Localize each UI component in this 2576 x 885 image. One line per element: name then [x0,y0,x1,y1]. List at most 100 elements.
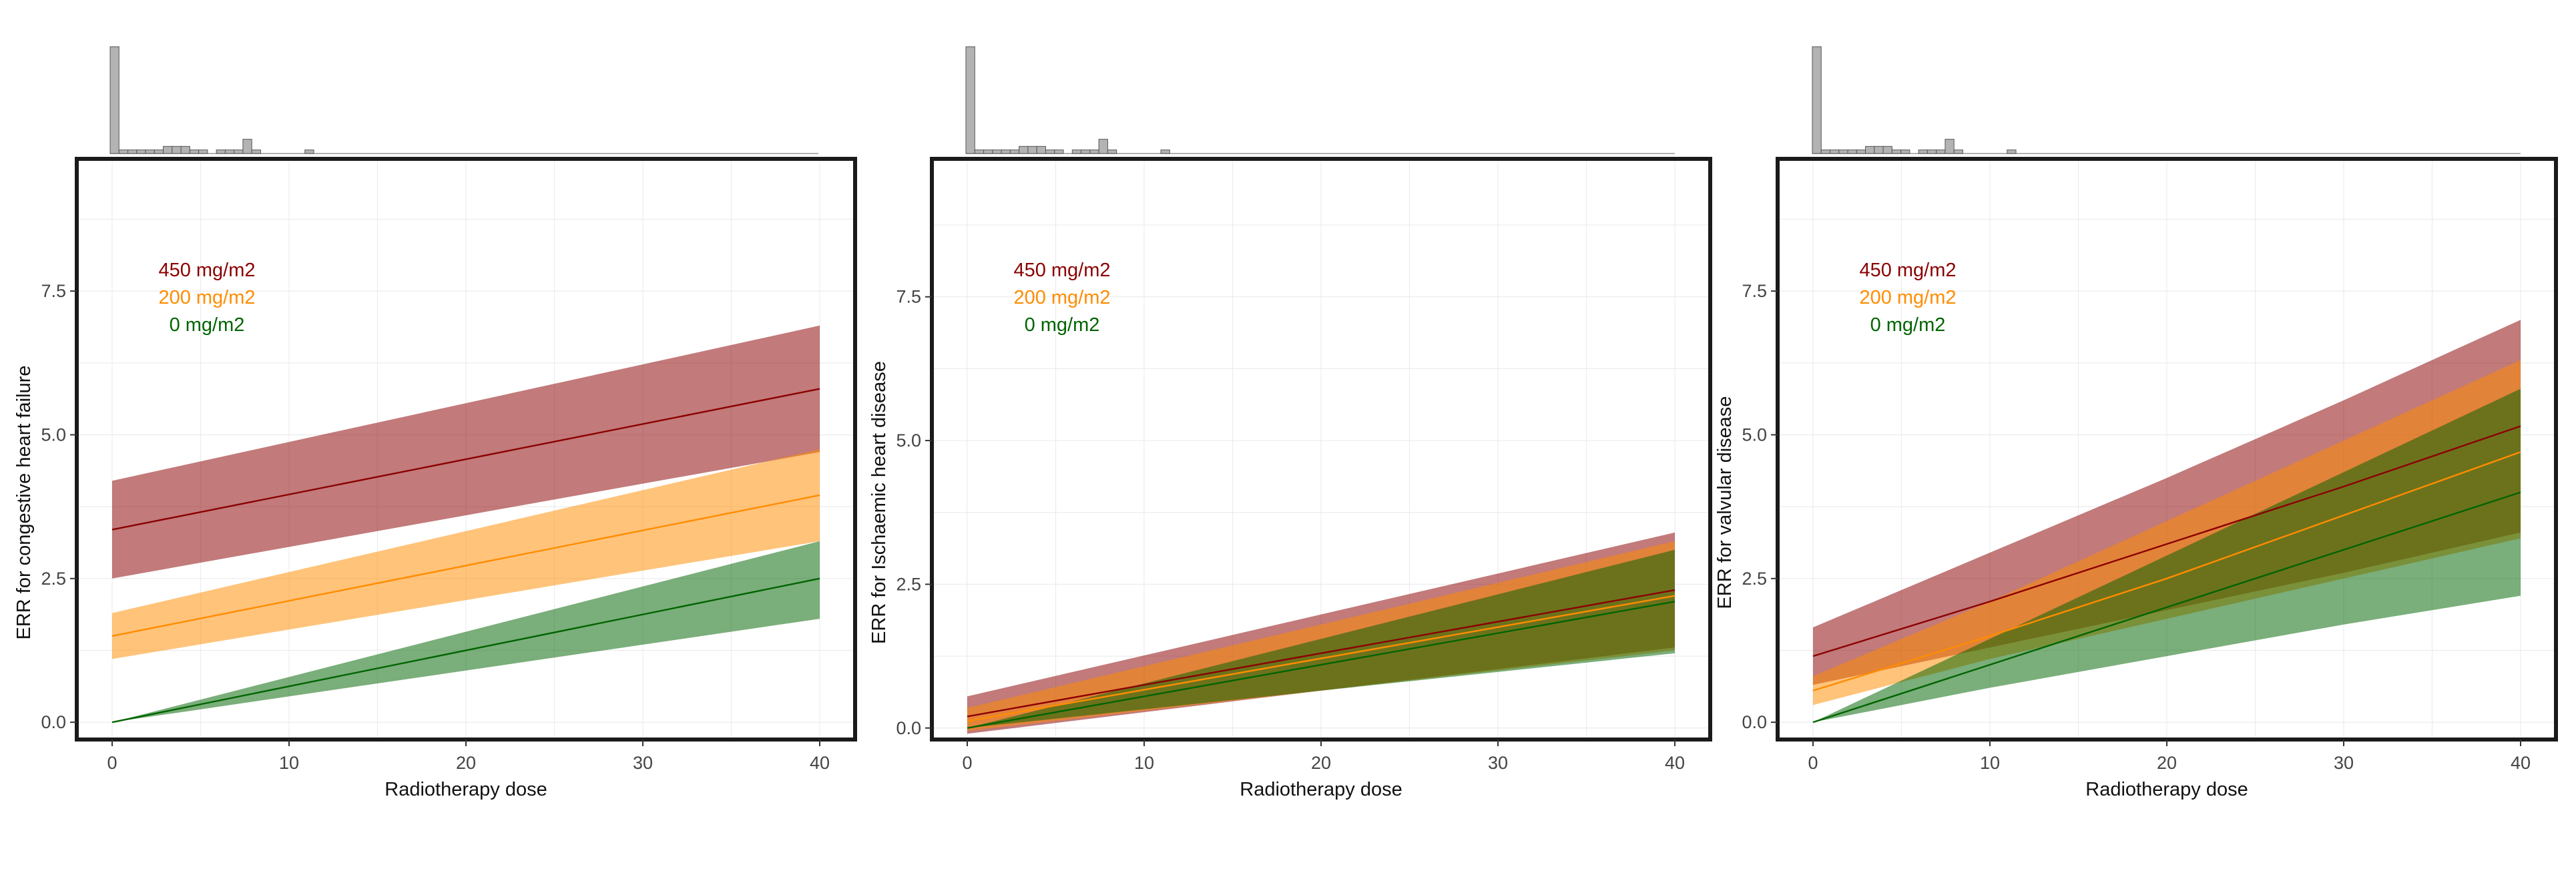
series-line-450 [1812,425,2521,657]
series-line-0 [1812,491,2521,723]
histogram-bar [1820,150,1831,154]
y-tick-label: 2.5 [896,574,921,594]
histogram-bar [189,150,200,154]
histogram-bar [1001,150,1011,154]
histogram-bar [1926,150,1937,154]
y-tick-label: 7.5 [896,287,921,307]
legend-entry: 0 mg/m2 [1870,314,1946,336]
y-axis-title: ERR for Ischaemic heart disease [868,361,890,644]
confidence-band-200 [1813,360,2521,705]
confidence-band-450 [112,325,820,579]
histogram-bar [1891,150,1902,154]
histogram-bar [1045,150,1055,154]
histogram-bar [1812,46,1822,154]
histogram-bar [1081,150,1091,154]
histogram-bar [180,145,190,154]
histogram-bar [154,150,164,154]
legend-entry: 200 mg/m2 [1013,287,1110,308]
histogram-bar [1918,150,1928,154]
histogram-bar [1071,150,1082,154]
x-tick-label: 10 [1980,753,2000,773]
chart-panel-1: 0 10 20 30 40 0.0 2.5 5.0 7.5 Radiotherapy dose ER… [13,46,857,800]
y-tick-label: 0.0 [896,718,921,738]
histogram-bar [983,150,993,154]
x-tick-label: 20 [1311,753,1331,773]
x-axis-title: Radiotherapy dose [384,779,547,800]
legend-entry: 200 mg/m2 [158,287,255,308]
x-tick-label: 40 [1665,753,1685,773]
histogram-bar [1847,150,1857,154]
histogram-bar [1865,145,1875,154]
histogram-bar [251,150,261,154]
histogram-bar [234,150,244,154]
histogram-bar [1830,150,1840,154]
x-tick-label: 30 [1488,753,1508,773]
y-axis-title: ERR for congestive heart failure [13,365,35,639]
histogram-bar [1874,145,1884,154]
histogram-bar [2007,150,2017,154]
histogram-bar [1856,150,1866,154]
series-line-200 [967,595,1676,722]
histogram-bar [136,150,146,154]
histogram-bar [974,150,985,154]
x-tick-label: 10 [1134,753,1154,773]
x-tick-label: 20 [2157,753,2177,773]
x-tick-label: 0 [107,753,117,773]
histogram-bar [198,150,208,154]
x-axis-title: Radiotherapy dose [1240,779,1402,800]
histogram-bar [1107,150,1117,154]
series-line-0 [967,601,1676,729]
series-line-0 [111,577,820,723]
histogram-bar [1009,150,1020,154]
x-tick-label: 0 [962,753,972,773]
y-tick-label: 5.0 [41,424,66,445]
histogram-bar [1054,150,1064,154]
y-tick-label: 5.0 [1742,424,1767,445]
y-tick-label: 2.5 [1742,569,1767,589]
y-tick-label: 0.0 [1742,712,1767,732]
histogram-bar [1882,145,1892,154]
y-axis-title: ERR for valvular disease [1714,396,1736,609]
legend-entry: 0 mg/m2 [170,314,245,336]
chart-panel-2: 0 10 20 30 40 0.0 2.5 5.0 7.5 Radiotherapy dose ER… [868,46,1712,800]
histogram-bar [172,145,182,154]
series-line-200 [111,494,820,637]
histogram-bar [1036,145,1046,154]
x-tick-label: 30 [633,753,653,773]
legend-entry: 0 mg/m2 [1025,314,1100,336]
y-tick-label: 7.5 [1742,281,1767,301]
x-tick-label: 30 [2334,753,2354,773]
x-tick-label: 40 [2511,753,2531,773]
histogram-bar [1160,150,1170,154]
confidence-band-0 [112,541,820,723]
confidence-band-450 [1813,320,2521,685]
series-line-450 [967,589,1676,717]
histogram-bar [1945,139,1955,154]
confidence-band-0 [967,549,1675,728]
histogram-bar [965,46,975,154]
chart-panel-3: 0 10 20 30 40 0.0 2.5 5.0 7.5 Radiotherapy dose ER… [1714,46,2558,800]
x-tick-label: 20 [456,753,476,773]
confidence-band-0 [1813,388,2521,723]
series-line-450 [111,388,820,531]
histogram-bar [118,150,129,154]
legend-entry: 450 mg/m2 [1013,260,1110,281]
series-line-200 [1812,451,2521,691]
y-tick-label: 0.0 [41,712,66,732]
histogram-bar [1098,139,1108,154]
x-tick-label: 10 [279,753,299,773]
y-tick-label: 5.0 [896,430,921,451]
x-tick-label: 0 [1808,753,1818,773]
histogram-bar [127,150,138,154]
legend-entry: 200 mg/m2 [1859,287,1956,308]
histogram-bar [216,150,226,154]
y-tick-label: 2.5 [41,569,66,589]
histogram-bar [1089,150,1099,154]
histogram-bar [1027,145,1037,154]
histogram-bar [1953,150,1963,154]
histogram-bar [1838,150,1848,154]
histogram-bar [224,150,235,154]
x-axis-title: Radiotherapy dose [2085,779,2248,800]
confidence-band-200 [112,449,820,659]
x-tick-label: 40 [810,753,830,773]
